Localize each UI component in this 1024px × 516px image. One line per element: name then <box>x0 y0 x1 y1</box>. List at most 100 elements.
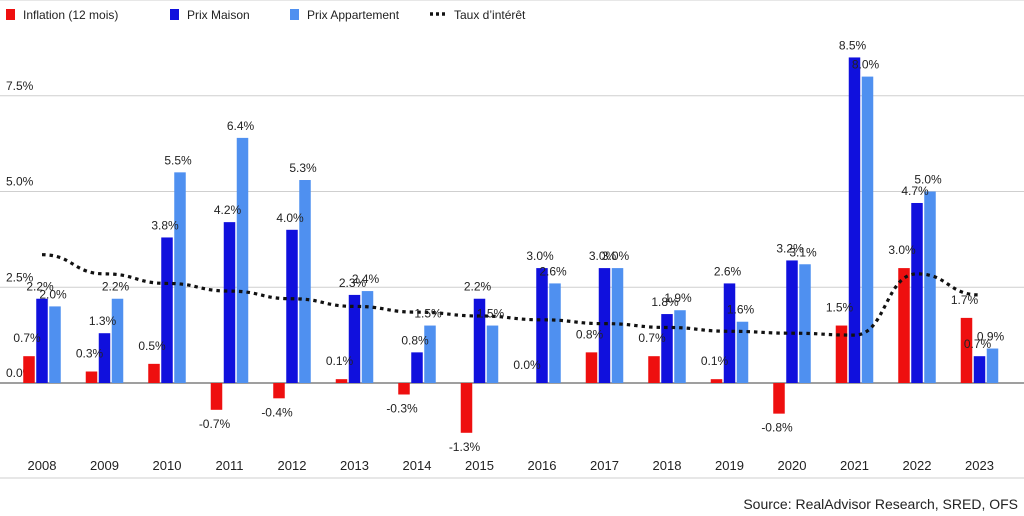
data-label: 3.0% <box>888 243 916 257</box>
bar-prix-maison <box>36 298 48 383</box>
bar-prix-appartement <box>549 283 561 383</box>
legend-swatch <box>6 9 15 20</box>
x-tick-label: 2018 <box>653 458 682 473</box>
bar-prix-maison <box>536 268 548 383</box>
bar-prix-maison <box>973 356 986 383</box>
data-label: 3.0% <box>602 249 630 263</box>
bar-prix-appartement <box>49 306 61 383</box>
data-label: 0.1% <box>326 354 354 368</box>
legend-swatch <box>170 9 179 20</box>
interest-rate-line <box>41 253 980 337</box>
x-tick-label: 2008 <box>28 458 57 473</box>
data-label: -0.7% <box>199 417 231 431</box>
bar-prix-appartement <box>486 325 499 383</box>
bar-inflation-12-mois <box>398 383 410 395</box>
data-label: 4.0% <box>276 211 304 225</box>
data-label: 0.5% <box>138 339 166 353</box>
data-label: -0.4% <box>261 405 293 419</box>
data-labels: 0.7%2.2%2.0%0.3%1.3%2.2%0.5%3.8%5.5%-0.7… <box>13 38 1004 453</box>
data-label: 0.8% <box>576 327 604 341</box>
data-label: 0.7% <box>964 337 992 351</box>
data-label: 2.6% <box>714 264 742 278</box>
data-label: 0.8% <box>401 333 429 347</box>
x-tick-label: 2017 <box>590 458 619 473</box>
x-tick-label: 2010 <box>153 458 182 473</box>
bar-inflation-12-mois <box>148 363 160 383</box>
legend-label: Taux d’intérêt <box>454 8 526 22</box>
bar-prix-appartement <box>986 348 999 383</box>
y-tick-label: 5.0% <box>6 175 34 189</box>
data-label: 2.2% <box>464 280 492 294</box>
bar-prix-appartement <box>111 298 124 383</box>
data-label: 1.9% <box>664 291 692 305</box>
bar-inflation-12-mois <box>898 268 910 383</box>
data-label: 4.7% <box>901 184 929 198</box>
data-label: 1.5% <box>826 301 854 315</box>
bar-prix-appartement <box>611 268 624 383</box>
data-label: 1.3% <box>89 314 117 328</box>
source-note: Source: RealAdvisor Research, SRED, OFS <box>743 496 1018 512</box>
bar-inflation-12-mois <box>23 356 35 383</box>
bar-prix-maison <box>223 222 236 383</box>
bar-prix-maison <box>598 268 611 383</box>
data-label: 0.0% <box>513 358 541 372</box>
x-tick-label: 2021 <box>840 458 869 473</box>
x-tick-label: 2022 <box>903 458 932 473</box>
x-tick-label: 2020 <box>778 458 807 473</box>
y-tick-label: 7.5% <box>6 79 34 93</box>
x-tick-label: 2019 <box>715 458 744 473</box>
x-tick-label: 2009 <box>90 458 119 473</box>
data-label: 0.9% <box>977 330 1005 344</box>
data-label: 3.1% <box>789 245 817 259</box>
bar-prix-appartement <box>236 137 249 383</box>
bar-prix-maison <box>348 294 361 383</box>
data-label: 5.0% <box>914 173 942 187</box>
bar-prix-appartement <box>424 325 436 383</box>
bar-inflation-12-mois <box>835 325 848 383</box>
bar-inflation-12-mois <box>585 352 598 383</box>
data-label: 1.5% <box>414 307 442 321</box>
bar-prix-appartement <box>674 310 686 383</box>
bar-inflation-12-mois <box>85 371 98 383</box>
bar-prix-maison <box>911 202 923 383</box>
x-tick-label: 2013 <box>340 458 369 473</box>
x-tick-label: 2023 <box>965 458 994 473</box>
data-label: -0.3% <box>386 401 418 415</box>
bar-prix-appartement <box>924 191 936 383</box>
bar-inflation-12-mois <box>273 383 285 399</box>
bar-prix-appartement <box>861 76 874 383</box>
bar-prix-appartement <box>361 291 374 383</box>
data-label: 3.0% <box>589 249 617 263</box>
data-label: -0.8% <box>761 421 793 435</box>
legend-label: Inflation (12 mois) <box>23 8 118 22</box>
data-label: -1.3% <box>449 440 481 454</box>
data-label: 3.0% <box>526 249 554 263</box>
data-label: 3.2% <box>776 241 804 255</box>
bar-prix-maison <box>286 229 298 383</box>
bar-prix-maison <box>786 260 798 383</box>
data-label: 1.7% <box>951 293 979 307</box>
data-label: 2.6% <box>539 264 567 278</box>
x-tick-label: 2012 <box>278 458 307 473</box>
data-label: 0.7% <box>638 331 666 345</box>
data-label: 5.3% <box>289 161 317 175</box>
interest-rate-path <box>41 253 980 337</box>
bar-prix-maison <box>661 314 673 383</box>
data-label: 8.0% <box>852 58 880 72</box>
x-tick-label: 2015 <box>465 458 494 473</box>
bar-inflation-12-mois <box>710 379 723 383</box>
data-label: 2.3% <box>339 276 367 290</box>
x-tick-label: 2011 <box>216 458 244 473</box>
bar-inflation-12-mois <box>210 383 223 410</box>
bar-inflation-12-mois <box>460 383 473 433</box>
bar-prix-maison <box>98 333 111 383</box>
legend-label: Prix Maison <box>187 8 250 22</box>
data-label: 5.5% <box>164 153 192 167</box>
data-label: 0.3% <box>76 347 104 361</box>
data-label: 4.2% <box>214 203 242 217</box>
bar-prix-appartement <box>174 172 186 383</box>
bar-prix-maison <box>161 237 173 383</box>
bar-inflation-12-mois <box>773 383 785 414</box>
bar-inflation-12-mois <box>648 356 660 383</box>
